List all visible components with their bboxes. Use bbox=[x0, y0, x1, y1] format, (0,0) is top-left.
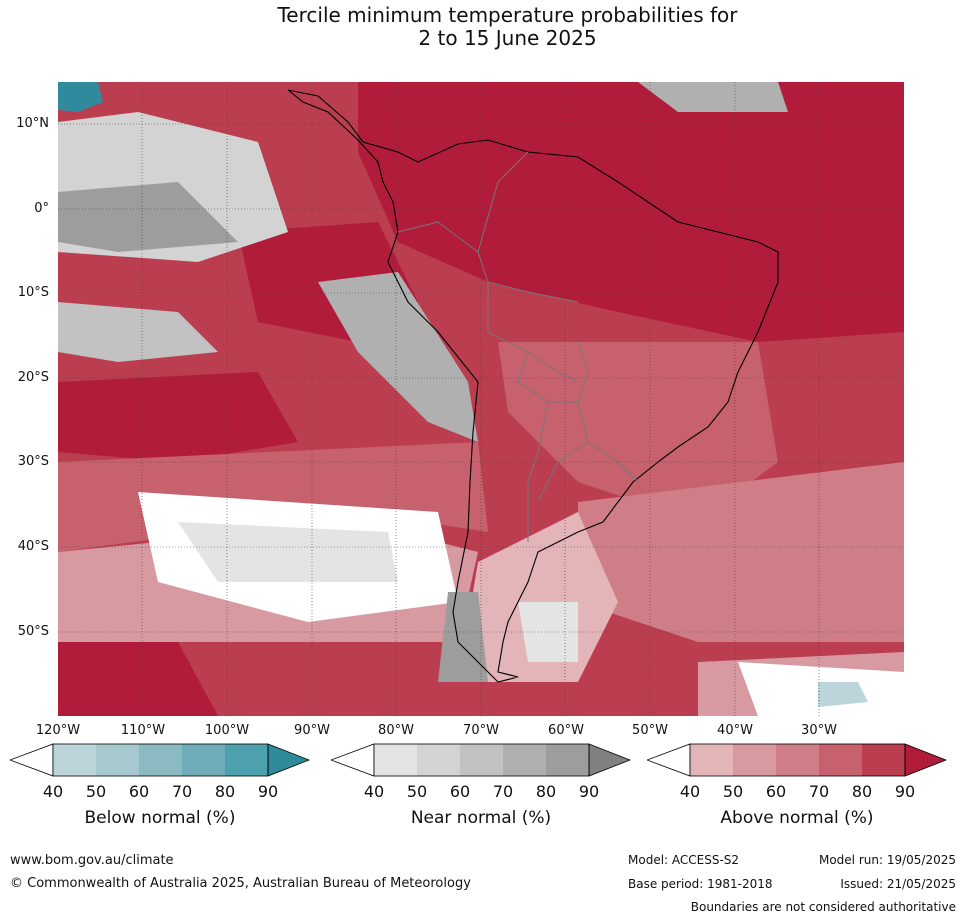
colorbar-below-swatch-2 bbox=[96, 744, 139, 776]
lat-label-10n: 10°N bbox=[16, 116, 49, 131]
colorbar-below-tick: 70 bbox=[171, 782, 193, 801]
issued-date: Issued: 21/05/2025 bbox=[840, 877, 956, 891]
colorbar-above-tick: 40 bbox=[679, 782, 701, 801]
colorbar-below-swatch-4 bbox=[182, 744, 225, 776]
region-below-90 bbox=[58, 82, 103, 112]
colorbar-below-title: Below normal (%) bbox=[84, 808, 236, 828]
title-line-2: 2 to 15 June 2025 bbox=[418, 26, 597, 50]
region-above-90-sw bbox=[58, 372, 298, 462]
website-link[interactable]: www.bom.gov.au/climate bbox=[10, 853, 174, 868]
colorbar-above-lower-arrow bbox=[647, 743, 691, 777]
colorbar-near-svg bbox=[331, 743, 631, 777]
chart-title: Tercile minimum temperature probabilitie… bbox=[0, 4, 965, 50]
colorbar-near-swatch-1 bbox=[374, 744, 417, 776]
colorbar-above-tick: 50 bbox=[722, 782, 744, 801]
colorbar-above-tick: 70 bbox=[808, 782, 830, 801]
colorbar-below-tick: 40 bbox=[42, 782, 64, 801]
probability-map bbox=[58, 82, 904, 716]
colorbar-near-upper-arrow bbox=[588, 743, 631, 777]
map-svg bbox=[58, 82, 904, 716]
colorbar-near-swatch-5 bbox=[546, 744, 589, 776]
region-above-90-north bbox=[358, 82, 904, 342]
region-above-70-brazil bbox=[498, 342, 778, 522]
colorbar-above-swatch-2 bbox=[733, 744, 776, 776]
copyright-text: © Commonwealth of Australia 2025, Austra… bbox=[10, 876, 471, 891]
colorbar-below-tick: 60 bbox=[128, 782, 150, 801]
colorbar-near-swatch-4 bbox=[503, 744, 546, 776]
south-america-coastline bbox=[287, 89, 779, 683]
graticule bbox=[58, 82, 904, 716]
colorbar-above-swatch-1 bbox=[690, 744, 733, 776]
colorbar-near-tick: 70 bbox=[492, 782, 514, 801]
colorbar-above-outline bbox=[689, 743, 906, 777]
lon-label-100w: 100°W bbox=[204, 723, 250, 738]
colorbar-near-tick: 80 bbox=[535, 782, 557, 801]
colorbar-near-tick: 50 bbox=[406, 782, 428, 801]
colorbar-near-swatch-3 bbox=[460, 744, 503, 776]
lon-label-50w: 50°W bbox=[632, 723, 668, 738]
region-near-80-pacific bbox=[58, 182, 238, 252]
colorbar-near-swatch-2 bbox=[417, 744, 460, 776]
colorbar-below bbox=[10, 742, 310, 778]
lat-label-30s: 30°S bbox=[17, 454, 49, 469]
colorbar-below-svg bbox=[10, 743, 310, 777]
colorbar-below-swatch-5 bbox=[225, 744, 268, 776]
colorbar-near-title: Near normal (%) bbox=[410, 808, 552, 828]
boundary-disclaimer: Boundaries are not considered authoritat… bbox=[690, 900, 956, 914]
colorbar-above-upper-arrow bbox=[904, 743, 947, 777]
lat-label-10s: 10°S bbox=[17, 285, 49, 300]
region-below-40 bbox=[818, 682, 868, 707]
lon-label-80w: 80°W bbox=[378, 723, 414, 738]
colorbar-above-swatch-5 bbox=[862, 744, 905, 776]
colorbar-below-upper-arrow bbox=[267, 743, 310, 777]
lon-label-120w: 120°W bbox=[35, 723, 81, 738]
lat-label-50s: 50°S bbox=[17, 624, 49, 639]
lon-label-110w: 110°W bbox=[120, 723, 166, 738]
colorbar-below-outline bbox=[52, 743, 269, 777]
lon-label-60w: 60°W bbox=[548, 723, 584, 738]
colorbar-above bbox=[647, 742, 947, 778]
colorbar-below-swatch-1 bbox=[53, 744, 96, 776]
colorbar-near-outline bbox=[373, 743, 590, 777]
title-line-1: Tercile minimum temperature probabilitie… bbox=[277, 3, 738, 27]
region-above-60-atlantic bbox=[578, 462, 904, 642]
model-run-date: Model run: 19/05/2025 bbox=[818, 853, 956, 867]
lat-label-40s: 40°S bbox=[17, 539, 49, 554]
region-near-60-west bbox=[58, 302, 218, 362]
lon-label-70w: 70°W bbox=[463, 723, 499, 738]
colorbar-below-lower-arrow bbox=[10, 743, 54, 777]
colorbar-near bbox=[331, 742, 631, 778]
region-near-70-atlantic bbox=[638, 82, 788, 112]
lon-label-90w: 90°W bbox=[294, 723, 330, 738]
colorbar-above-swatch-4 bbox=[819, 744, 862, 776]
colorbar-below-tick: 50 bbox=[85, 782, 107, 801]
colorbar-near-lower-arrow bbox=[331, 743, 375, 777]
model-name: Model: ACCESS-S2 bbox=[628, 853, 740, 867]
colorbar-below-swatch-3 bbox=[139, 744, 182, 776]
colorbar-above-tick: 90 bbox=[894, 782, 916, 801]
lon-label-40w: 40°W bbox=[717, 723, 753, 738]
colorbar-near-tick: 60 bbox=[449, 782, 471, 801]
colorbar-above-tick: 80 bbox=[851, 782, 873, 801]
colorbar-near-tick: 40 bbox=[363, 782, 385, 801]
region-near-70-peru bbox=[318, 272, 478, 442]
colorbar-above-tick: 60 bbox=[765, 782, 787, 801]
lat-label-0: 0° bbox=[34, 201, 49, 216]
region-near-40 bbox=[178, 522, 398, 582]
colorbar-above-title: Above normal (%) bbox=[720, 808, 874, 828]
colorbar-near-tick: 90 bbox=[578, 782, 600, 801]
base-period: Base period: 1981-2018 bbox=[628, 877, 773, 891]
country-borders bbox=[397, 151, 639, 542]
region-above-90-s bbox=[58, 642, 218, 716]
lon-label-30w: 30°W bbox=[801, 723, 837, 738]
colorbar-above-swatch-3 bbox=[776, 744, 819, 776]
colorbar-below-tick: 90 bbox=[257, 782, 279, 801]
colorbar-above-svg bbox=[647, 743, 947, 777]
colorbar-below-tick: 80 bbox=[214, 782, 236, 801]
lat-label-20s: 20°S bbox=[17, 370, 49, 385]
